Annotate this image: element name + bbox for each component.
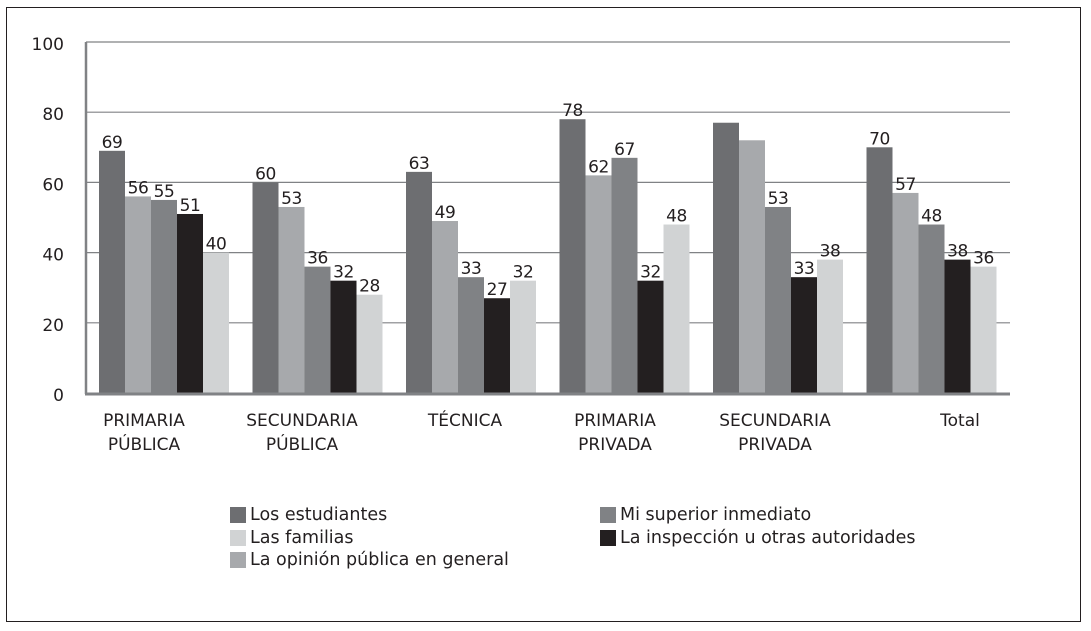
bar bbox=[510, 280, 536, 393]
bar bbox=[970, 266, 997, 393]
data-label: 38 bbox=[947, 242, 968, 262]
bar bbox=[177, 213, 203, 393]
legend-item: La inspección u otras autoridades bbox=[600, 527, 916, 550]
legend-label: La inspección u otras autoridades bbox=[620, 527, 916, 548]
bar bbox=[432, 221, 458, 393]
data-label: 67 bbox=[614, 140, 635, 160]
data-label: 55 bbox=[154, 182, 175, 202]
data-label: 49 bbox=[435, 203, 456, 223]
data-label: 32 bbox=[513, 263, 534, 283]
category-label: SECUNDARIA PÚBLICA bbox=[246, 411, 358, 455]
bar bbox=[739, 140, 765, 393]
bar bbox=[252, 182, 279, 393]
legend-swatch-superior bbox=[600, 507, 616, 524]
y-tick-label: 20 bbox=[42, 316, 64, 336]
data-label: 57 bbox=[895, 175, 916, 195]
bar bbox=[585, 175, 612, 393]
legend-left: Los estudiantes Las familias La opinión … bbox=[230, 504, 509, 572]
y-tick-label: 80 bbox=[42, 105, 64, 125]
data-label: 28 bbox=[359, 277, 380, 297]
bar bbox=[125, 196, 151, 393]
bar bbox=[663, 224, 690, 393]
data-label: 33 bbox=[794, 259, 815, 279]
legend-swatch-inspeccion bbox=[600, 529, 616, 546]
axes bbox=[84, 42, 1010, 396]
data-label: 33 bbox=[461, 259, 482, 279]
category-label: SECUNDARIA PRIVADA bbox=[719, 411, 831, 455]
data-label: 51 bbox=[180, 196, 201, 216]
legend-label: Mi superior inmediato bbox=[620, 505, 812, 525]
data-label: 70 bbox=[869, 129, 890, 149]
legend-item: La opinión pública en general bbox=[230, 549, 509, 572]
bar bbox=[458, 277, 484, 393]
data-label: 36 bbox=[307, 249, 328, 269]
y-tick-label: 100 bbox=[32, 35, 64, 55]
bar bbox=[330, 280, 357, 393]
bar bbox=[356, 294, 383, 393]
gridlines bbox=[86, 41, 1010, 324]
legend-label: Los estudiantes bbox=[250, 505, 388, 525]
legend-item: Las familias bbox=[230, 527, 509, 550]
data-label: 32 bbox=[640, 263, 661, 283]
data-label: 69 bbox=[102, 133, 123, 153]
bar bbox=[918, 224, 945, 393]
bar bbox=[406, 171, 432, 393]
bar bbox=[817, 259, 843, 393]
data-label: 78 bbox=[562, 101, 583, 121]
data-label: 60 bbox=[255, 164, 276, 184]
bar bbox=[484, 298, 510, 393]
bar bbox=[892, 192, 919, 393]
bar bbox=[611, 157, 638, 393]
bars bbox=[99, 119, 997, 393]
data-label: 56 bbox=[128, 178, 149, 198]
bar bbox=[151, 199, 177, 393]
category-label: PRIMARIA PRIVADA bbox=[574, 411, 656, 455]
x-axis-categories: PRIMARIA PÚBLICA SECUNDARIA PÚBLICA TÉCNICA P… bbox=[103, 409, 980, 455]
y-tick-label: 0 bbox=[53, 386, 64, 406]
category-label: Total bbox=[939, 411, 980, 431]
legend-right: Mi superior inmediato La inspección u ot… bbox=[600, 504, 916, 549]
data-label: 53 bbox=[281, 189, 302, 209]
data-label: 40 bbox=[206, 235, 227, 255]
bar bbox=[866, 147, 893, 393]
y-tick-label: 60 bbox=[42, 175, 64, 195]
data-label: 36 bbox=[973, 249, 994, 269]
bar bbox=[791, 277, 817, 393]
chart-frame bbox=[6, 7, 1081, 622]
legend-label: Las familias bbox=[250, 527, 354, 548]
data-label: 63 bbox=[409, 154, 430, 174]
data-label: 62 bbox=[588, 157, 609, 177]
bar bbox=[713, 122, 739, 393]
y-tick-label: 40 bbox=[42, 246, 64, 266]
bar bbox=[304, 266, 331, 393]
legend-item: Los estudiantes bbox=[230, 504, 509, 527]
legend-swatch-opinion-publica bbox=[230, 552, 246, 569]
legend-label: La opinión pública en general bbox=[250, 550, 509, 570]
bar bbox=[944, 259, 971, 393]
legend-swatch-estudiantes bbox=[230, 507, 246, 524]
data-label: 38 bbox=[820, 242, 841, 262]
data-label: 48 bbox=[921, 207, 942, 227]
data-label: 53 bbox=[768, 189, 789, 209]
bar bbox=[765, 206, 791, 393]
y-axis-ticks: 0 20 40 60 80 100 bbox=[32, 35, 64, 406]
data-label: 32 bbox=[333, 263, 354, 283]
bar bbox=[637, 280, 664, 393]
bar bbox=[278, 206, 305, 393]
legend-item: Mi superior inmediato bbox=[600, 504, 916, 527]
data-label: 48 bbox=[666, 207, 687, 227]
legend-swatch-familias bbox=[230, 529, 246, 546]
bar bbox=[559, 119, 586, 393]
bar bbox=[203, 252, 229, 393]
category-label: PRIMARIA PÚBLICA bbox=[103, 411, 185, 455]
bar bbox=[99, 150, 125, 393]
data-label: 27 bbox=[487, 280, 508, 300]
category-label: TÉCNICA bbox=[427, 409, 503, 431]
